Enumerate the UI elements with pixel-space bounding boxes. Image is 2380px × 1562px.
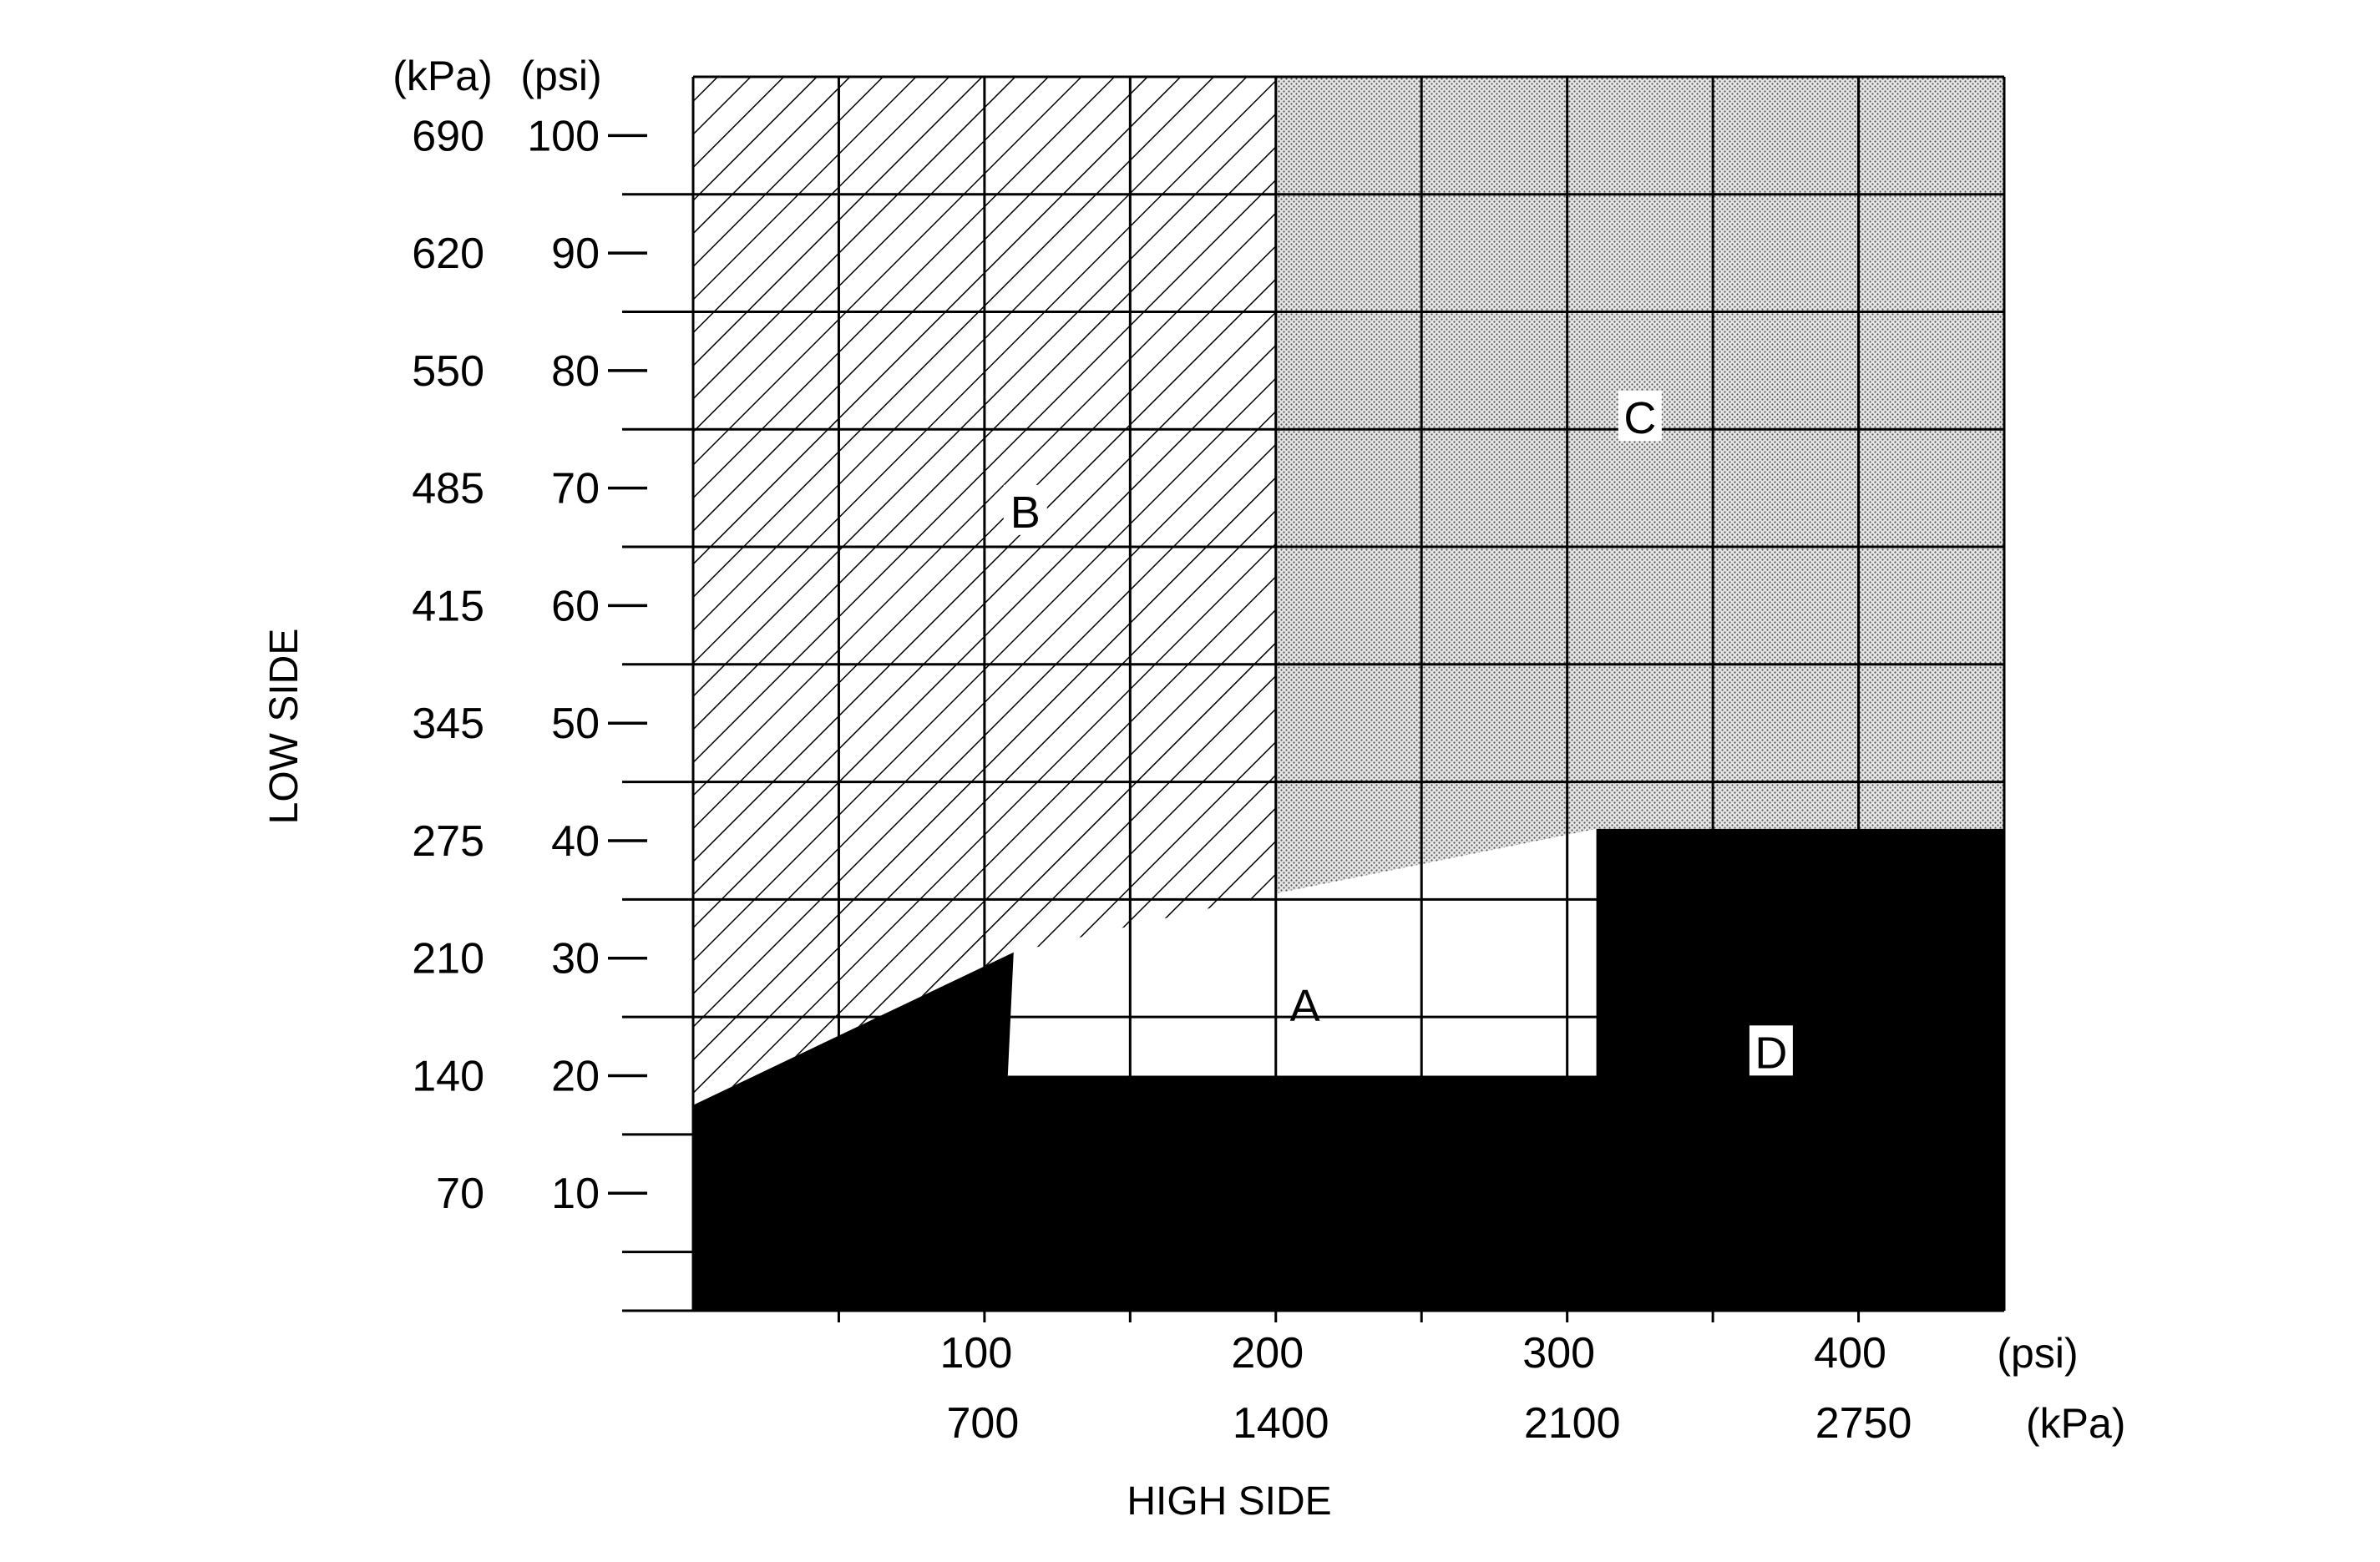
y-unit-kpa: (kPa) — [392, 53, 492, 99]
region-label-a: A — [1290, 981, 1320, 1031]
y-tick-label-kpa: 690 — [412, 112, 484, 160]
y-axis-title: LOW SIDE — [262, 629, 306, 825]
labels-layer: 100 690 90 620 80 550 70 485 60 415 50 345 40 275 30 21… — [262, 53, 2125, 1524]
y-tick-label-psi: 20 — [551, 1052, 600, 1100]
y-tick-label-psi: 60 — [551, 582, 600, 630]
x-tick-label-kpa: 2750 — [1815, 1399, 1912, 1448]
grid-layer — [622, 75, 2006, 1322]
x-unit-psi: (psi) — [1997, 1330, 2078, 1377]
y-tick-label-kpa: 620 — [412, 230, 484, 278]
y-tick-label-psi: 100 — [527, 112, 600, 160]
y-tick-label-kpa: 345 — [412, 700, 484, 748]
y-unit-psi: (psi) — [520, 53, 601, 99]
region-label-c: C — [1623, 393, 1656, 443]
x-tick-label-psi: 100 — [940, 1329, 1013, 1377]
y-tick-label-kpa: 550 — [412, 347, 484, 396]
ticks-layer — [608, 134, 647, 1195]
y-tick-label-kpa: 210 — [412, 935, 484, 983]
region-label-b: B — [1010, 488, 1041, 538]
y-tick-label-psi: 70 — [551, 465, 600, 513]
y-tick-label-kpa: 275 — [412, 817, 484, 866]
y-tick-label-kpa: 140 — [412, 1052, 484, 1100]
y-tick-label-kpa: 415 — [412, 582, 484, 630]
x-tick-label-psi: 200 — [1231, 1329, 1304, 1377]
region-c — [1275, 77, 2004, 894]
region-label-d: D — [1755, 1028, 1787, 1078]
x-unit-kpa: (kPa) — [2026, 1400, 2125, 1447]
x-tick-label-kpa: 2100 — [1524, 1399, 1621, 1448]
y-tick-label-psi: 90 — [551, 230, 600, 278]
regions-layer — [693, 77, 2004, 1311]
y-tick-label-psi: 40 — [551, 817, 600, 866]
region-d — [693, 828, 2004, 1311]
y-tick-label-psi: 80 — [551, 347, 600, 396]
x-axis-title: HIGH SIDE — [1127, 1479, 1331, 1524]
y-tick-label-psi: 50 — [551, 700, 600, 748]
x-tick-label-psi: 300 — [1522, 1329, 1595, 1377]
x-tick-label-kpa: 1400 — [1233, 1399, 1329, 1448]
y-tick-label-psi: 30 — [551, 935, 600, 983]
region-label-bg — [1749, 1025, 1793, 1076]
region-label-bg — [1003, 484, 1047, 535]
x-tick-label-psi: 400 — [1814, 1329, 1886, 1377]
y-tick-label-kpa: 485 — [412, 465, 484, 513]
region-a — [1007, 834, 1597, 1076]
region-label-bg — [1618, 391, 1662, 442]
x-tick-label-kpa: 700 — [947, 1399, 1020, 1448]
y-tick-label-kpa: 70 — [436, 1170, 484, 1218]
y-tick-label-psi: 10 — [551, 1170, 600, 1218]
